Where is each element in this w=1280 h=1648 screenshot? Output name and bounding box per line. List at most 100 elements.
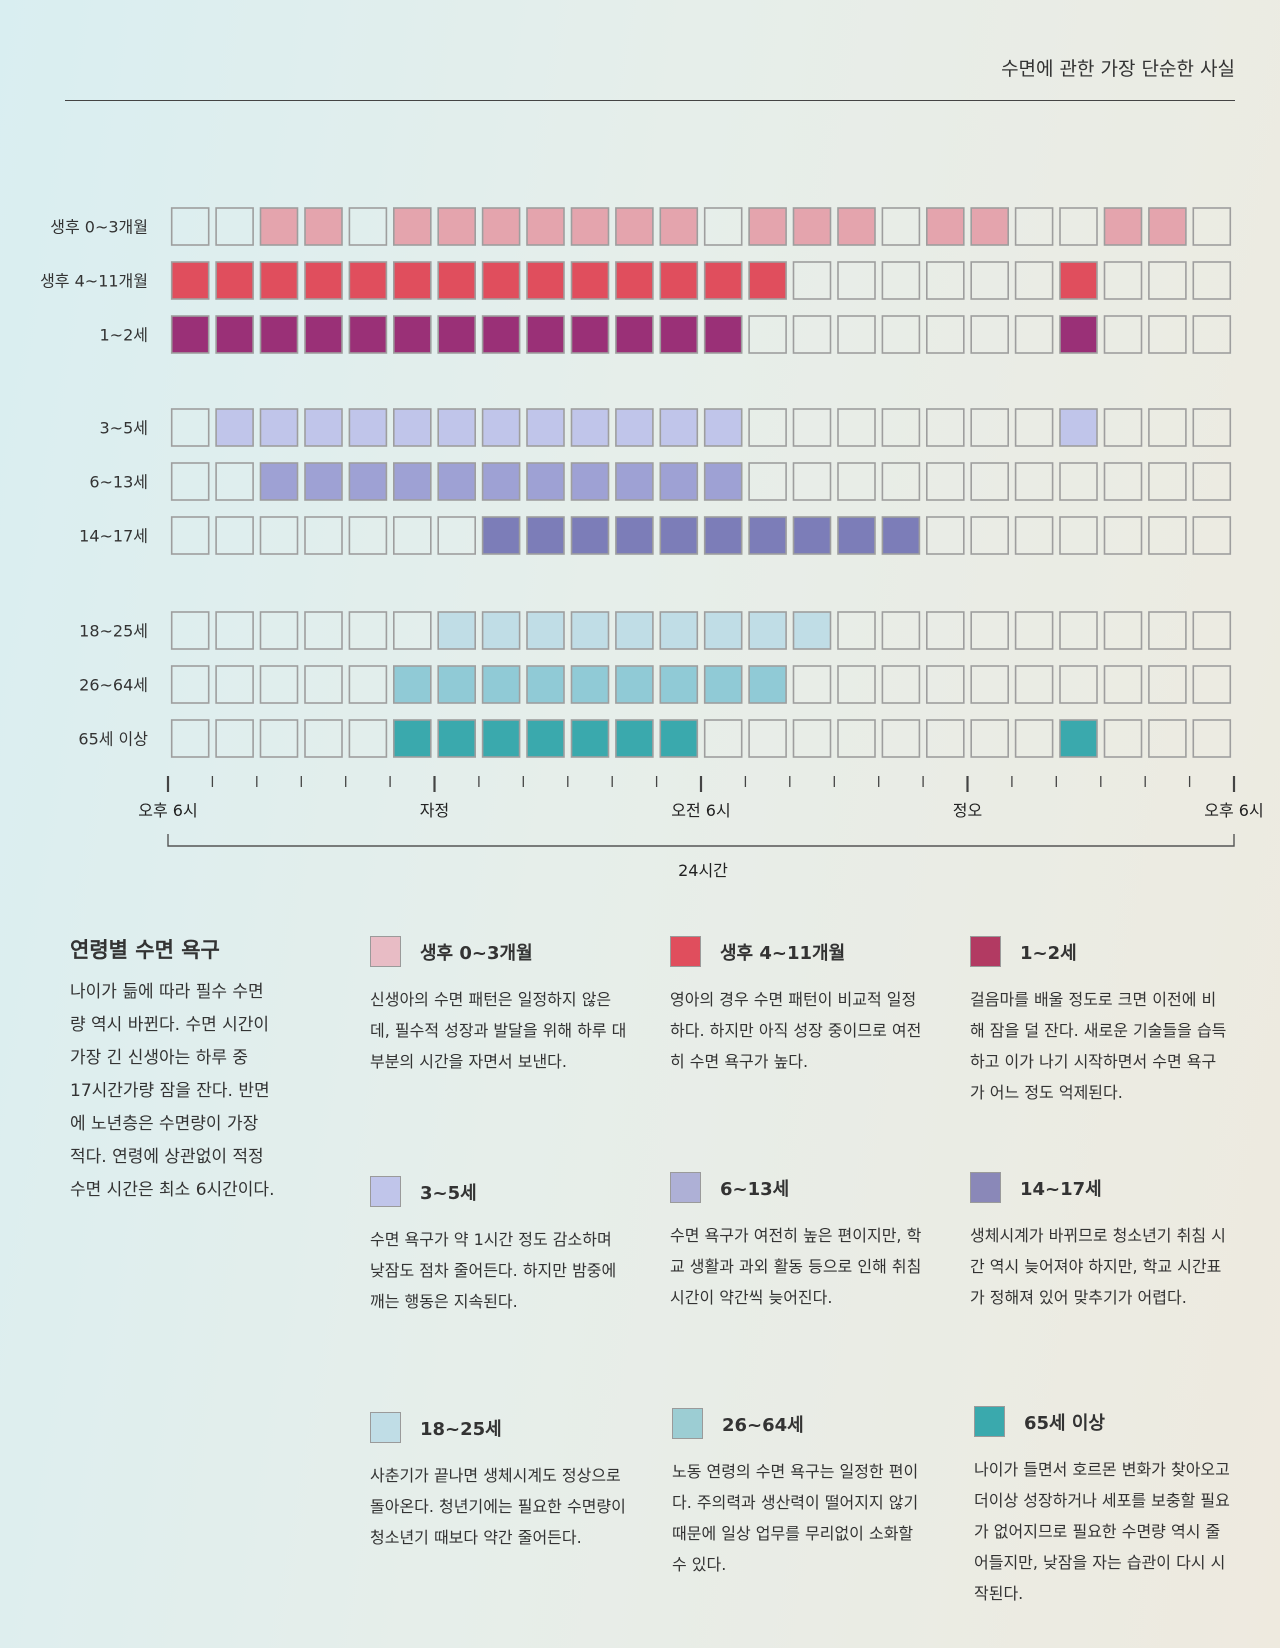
section-title: 연령별 수면 욕구 [70,938,220,962]
legend-swatch-6 [370,1412,401,1443]
sleep-cell [703,315,743,354]
sleep-cell [703,665,743,704]
sleep-cell [970,611,1010,650]
sleep-cell [925,261,965,300]
sleep-cell [881,611,921,650]
sleep-cell [925,516,965,555]
sleep-cell [170,462,210,501]
sleep-cell [792,719,832,758]
sleep-cell [970,462,1010,501]
sleep-cell [570,315,610,354]
sleep-cell [925,315,965,354]
sleep-cell [304,719,343,758]
sleep-cell [615,516,654,555]
sleep-cell [304,462,343,501]
x-tick-label: 정오 [953,801,982,820]
sleep-cell [526,516,565,555]
sleep-cell [1103,261,1143,300]
legend-swatch-0 [370,936,401,967]
sleep-cell [481,408,521,447]
sleep-cell [881,207,921,246]
sleep-cell [526,207,565,246]
sleep-cell [348,719,388,758]
row-label: 생후 0~3개월 [50,218,148,237]
sleep-cell [1103,315,1143,354]
sleep-cell [348,611,388,650]
sleep-cell [170,261,210,300]
sleep-cell [437,315,477,354]
sleep-cell [837,462,876,501]
sleep-cell [570,207,610,246]
sleep-cell [881,315,921,354]
row-label: 생후 4~11개월 [40,272,148,291]
sleep-cell [615,315,654,354]
sleep-cell [659,315,699,354]
sleep-cell [304,207,343,246]
row-label: 3~5세 [100,419,149,438]
sleep-cell [526,315,565,354]
sleep-cell [837,516,876,555]
sleep-cell [215,462,254,501]
sleep-cell [570,261,610,300]
sleep-cell [170,516,210,555]
sleep-cell [348,462,388,501]
legend-label-1: 생후 4~11개월 [720,943,846,964]
sleep-cell [881,719,921,758]
sleep-cell [1059,611,1098,650]
sleep-cell [703,516,743,555]
sleep-cell [970,207,1010,246]
sleep-cell [748,516,787,555]
legend-desc-8: 나이가 들면서 호르몬 변화가 찾아오고 더이상 성장하거나 세포를 보충할 필… [974,1460,1230,1603]
sleep-cell [970,516,1010,555]
sleep-cell [703,611,743,650]
running-header: 수면에 관한 가장 단순한 사실 [1001,58,1235,80]
sleep-cell [481,315,521,354]
sleep-cell [615,462,654,501]
sleep-cell [837,719,876,758]
sleep-cell [392,462,432,501]
sleep-cell [837,207,876,246]
sleep-cell [1103,207,1143,246]
x-tick-label: 오후 6시 [138,801,197,820]
sleep-cell [1059,207,1098,246]
sleep-cell [481,516,521,555]
sleep-cell [1059,315,1098,354]
legend-swatch-4 [670,1172,701,1203]
sleep-cell [792,516,832,555]
sleep-cell [481,665,521,704]
sleep-cell [437,611,477,650]
legend-swatch-3 [370,1176,401,1207]
sleep-cell [1148,408,1187,447]
sleep-cell [1103,719,1143,758]
sleep-cell [1059,261,1098,300]
sleep-cell [659,462,699,501]
sleep-cell [925,408,965,447]
sleep-cell [970,719,1010,758]
sleep-cell [970,408,1010,447]
sleep-cell [304,516,343,555]
sleep-cell [881,665,921,704]
sleep-cell [970,261,1010,300]
sleep-cell [259,462,299,501]
legend-label-3: 3~5세 [420,1183,477,1204]
sleep-cell [526,611,565,650]
sleep-cell [659,408,699,447]
x-tick-label: 오전 6시 [671,801,730,820]
sleep-cell [392,315,432,354]
sleep-cell [1103,665,1143,704]
row-label: 6~13세 [89,473,148,492]
legend-desc-3: 수면 욕구가 약 1시간 정도 감소하며 낮잠도 점차 줄어든다. 하지만 밤중… [370,1230,617,1311]
sleep-cell [615,207,654,246]
row-label: 14~17세 [79,527,148,546]
sleep-cell [304,408,343,447]
sleep-cell [348,261,388,300]
sleep-cell [1014,261,1054,300]
sleep-cell [481,207,521,246]
sleep-cell [1014,462,1054,501]
sleep-cell [259,408,299,447]
sleep-cell [748,207,787,246]
sleep-cell [659,516,699,555]
sleep-cell [304,665,343,704]
sleep-cell [881,516,921,555]
sleep-cell [837,611,876,650]
